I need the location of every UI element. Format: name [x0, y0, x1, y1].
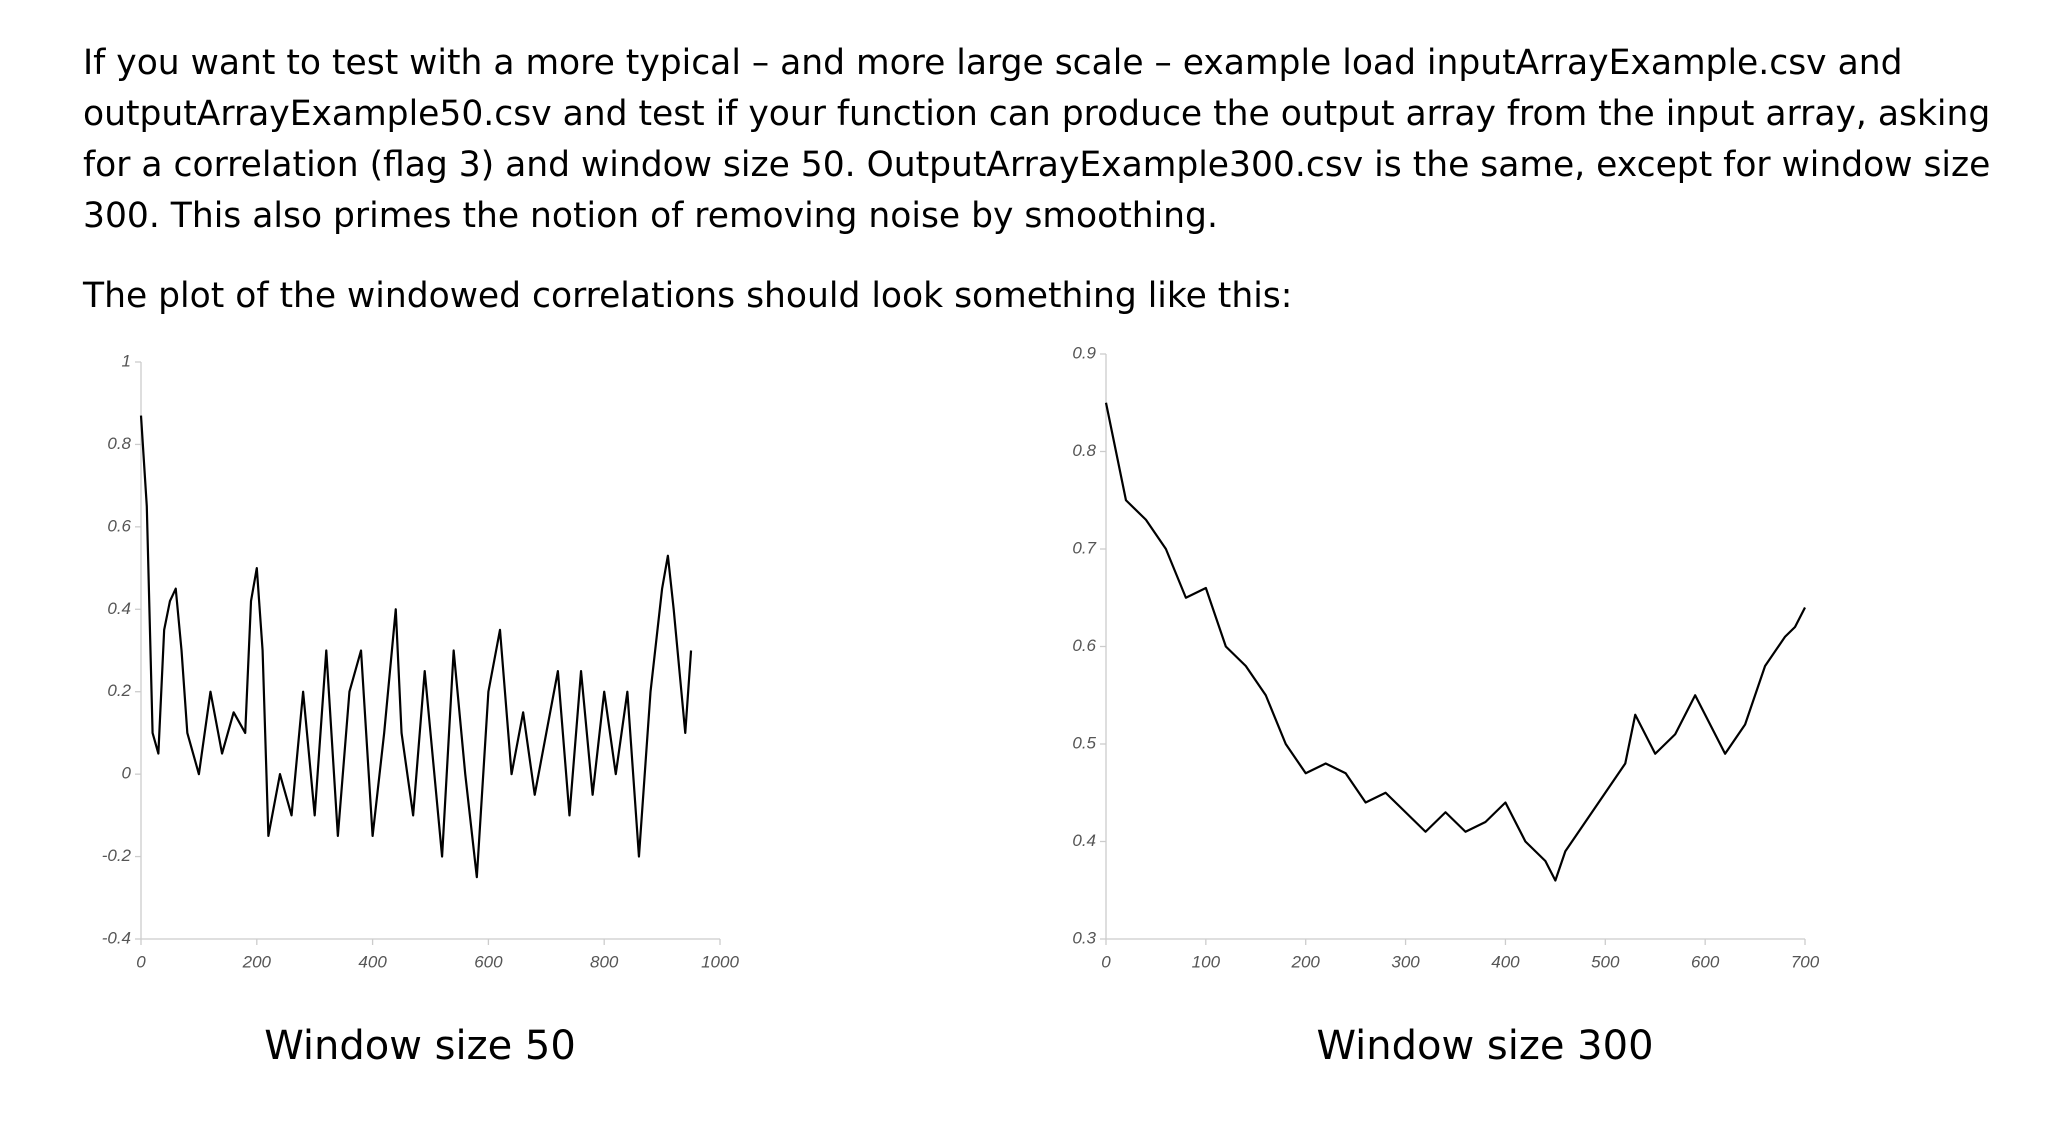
- x-tick-label: 500: [1591, 952, 1620, 971]
- y-tick-label: 0.8: [1072, 441, 1096, 460]
- x-tick-label: 200: [1291, 952, 1321, 971]
- y-tick-label: 1: [122, 351, 131, 370]
- x-tick-label: 400: [1491, 952, 1520, 971]
- x-tick-label: 400: [358, 952, 387, 971]
- y-tick-label: 0.4: [1072, 831, 1096, 850]
- x-tick-label: 700: [1791, 952, 1820, 971]
- y-tick-label: 0: [122, 764, 132, 783]
- y-tick-label: 0.5: [1072, 733, 1096, 752]
- y-tick-label: 0.2: [107, 681, 131, 700]
- y-tick-label: 0.9: [1072, 343, 1096, 362]
- x-tick-label: 300: [1391, 952, 1420, 971]
- y-tick-label: -0.4: [102, 928, 131, 947]
- chart-caption: Window size 300: [1316, 1023, 1653, 1069]
- x-tick-label: 800: [590, 952, 619, 971]
- y-tick-label: 0.4: [107, 599, 131, 618]
- x-tick-label: 0: [136, 952, 146, 971]
- paragraph: The plot of the windowed correlations sh…: [83, 276, 1293, 316]
- chart-caption: Window size 50: [264, 1023, 576, 1069]
- x-tick-label: 600: [474, 952, 503, 971]
- y-tick-label: 0.6: [107, 516, 131, 535]
- x-tick-label: 600: [1691, 952, 1720, 971]
- y-tick-label: 0.6: [1072, 636, 1096, 655]
- x-tick-label: 0: [1101, 952, 1111, 971]
- y-tick-label: -0.2: [102, 846, 132, 865]
- y-tick-label: 0.7: [1072, 538, 1096, 557]
- x-tick-label: 100: [1192, 952, 1221, 971]
- y-tick-label: 0.3: [1072, 928, 1096, 947]
- y-tick-label: 0.8: [107, 434, 131, 453]
- x-tick-label: 200: [242, 952, 272, 971]
- x-tick-label: 1000: [701, 952, 739, 971]
- data-line: [139, 415, 693, 879]
- paragraph: If you want to test with a more typical …: [83, 43, 1991, 236]
- data-line: [1104, 402, 1806, 882]
